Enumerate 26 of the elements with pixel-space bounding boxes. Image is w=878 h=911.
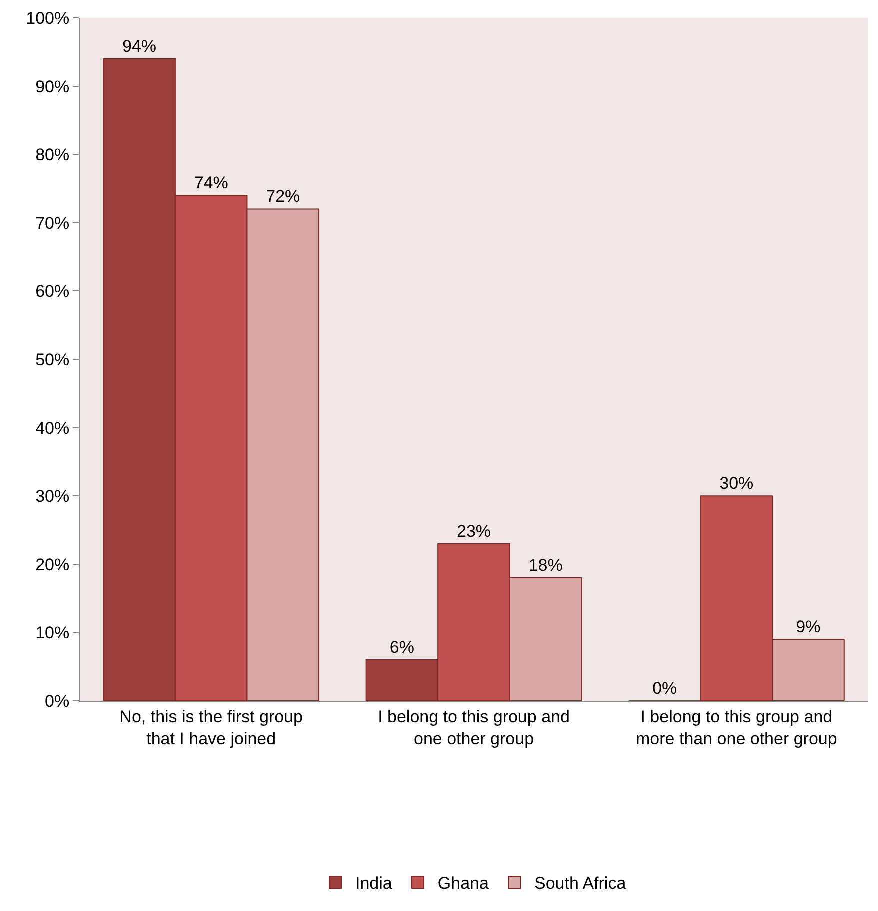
y-tick-label: 30%	[36, 487, 70, 506]
y-tick-label: 40%	[36, 418, 70, 438]
legend-label: South Africa	[534, 874, 627, 894]
y-tick-label: 70%	[36, 214, 70, 233]
x-tick-label: No, this is the first group that I have joined	[120, 707, 303, 748]
y-tick-label: 100%	[26, 8, 70, 28]
y-tick-label: 60%	[36, 282, 70, 302]
y-tick-label: 80%	[36, 146, 70, 165]
data-label: 0%	[652, 679, 678, 698]
x-tick-label: I belong to this group and more than one other group	[636, 707, 838, 748]
legend-label: Ghana	[438, 874, 490, 894]
data-label: 72%	[266, 187, 300, 206]
data-label: 6%	[390, 638, 414, 658]
data-label: 18%	[528, 556, 563, 576]
data-label: 74%	[194, 174, 228, 193]
y-tick-label: 10%	[36, 624, 70, 643]
legend-label: India	[356, 874, 393, 894]
data-label: 30%	[720, 474, 754, 494]
y-tick-label: 90%	[36, 77, 70, 96]
data-label: 23%	[456, 522, 492, 541]
y-tick-label: 0%	[45, 692, 70, 711]
y-tick-label: 50%	[36, 350, 70, 370]
y-tick-label: 20%	[36, 555, 70, 574]
data-label: 94%	[122, 36, 157, 56]
x-tick-label: I belong to this group and one other group	[378, 707, 570, 748]
data-label: 9%	[796, 618, 821, 637]
